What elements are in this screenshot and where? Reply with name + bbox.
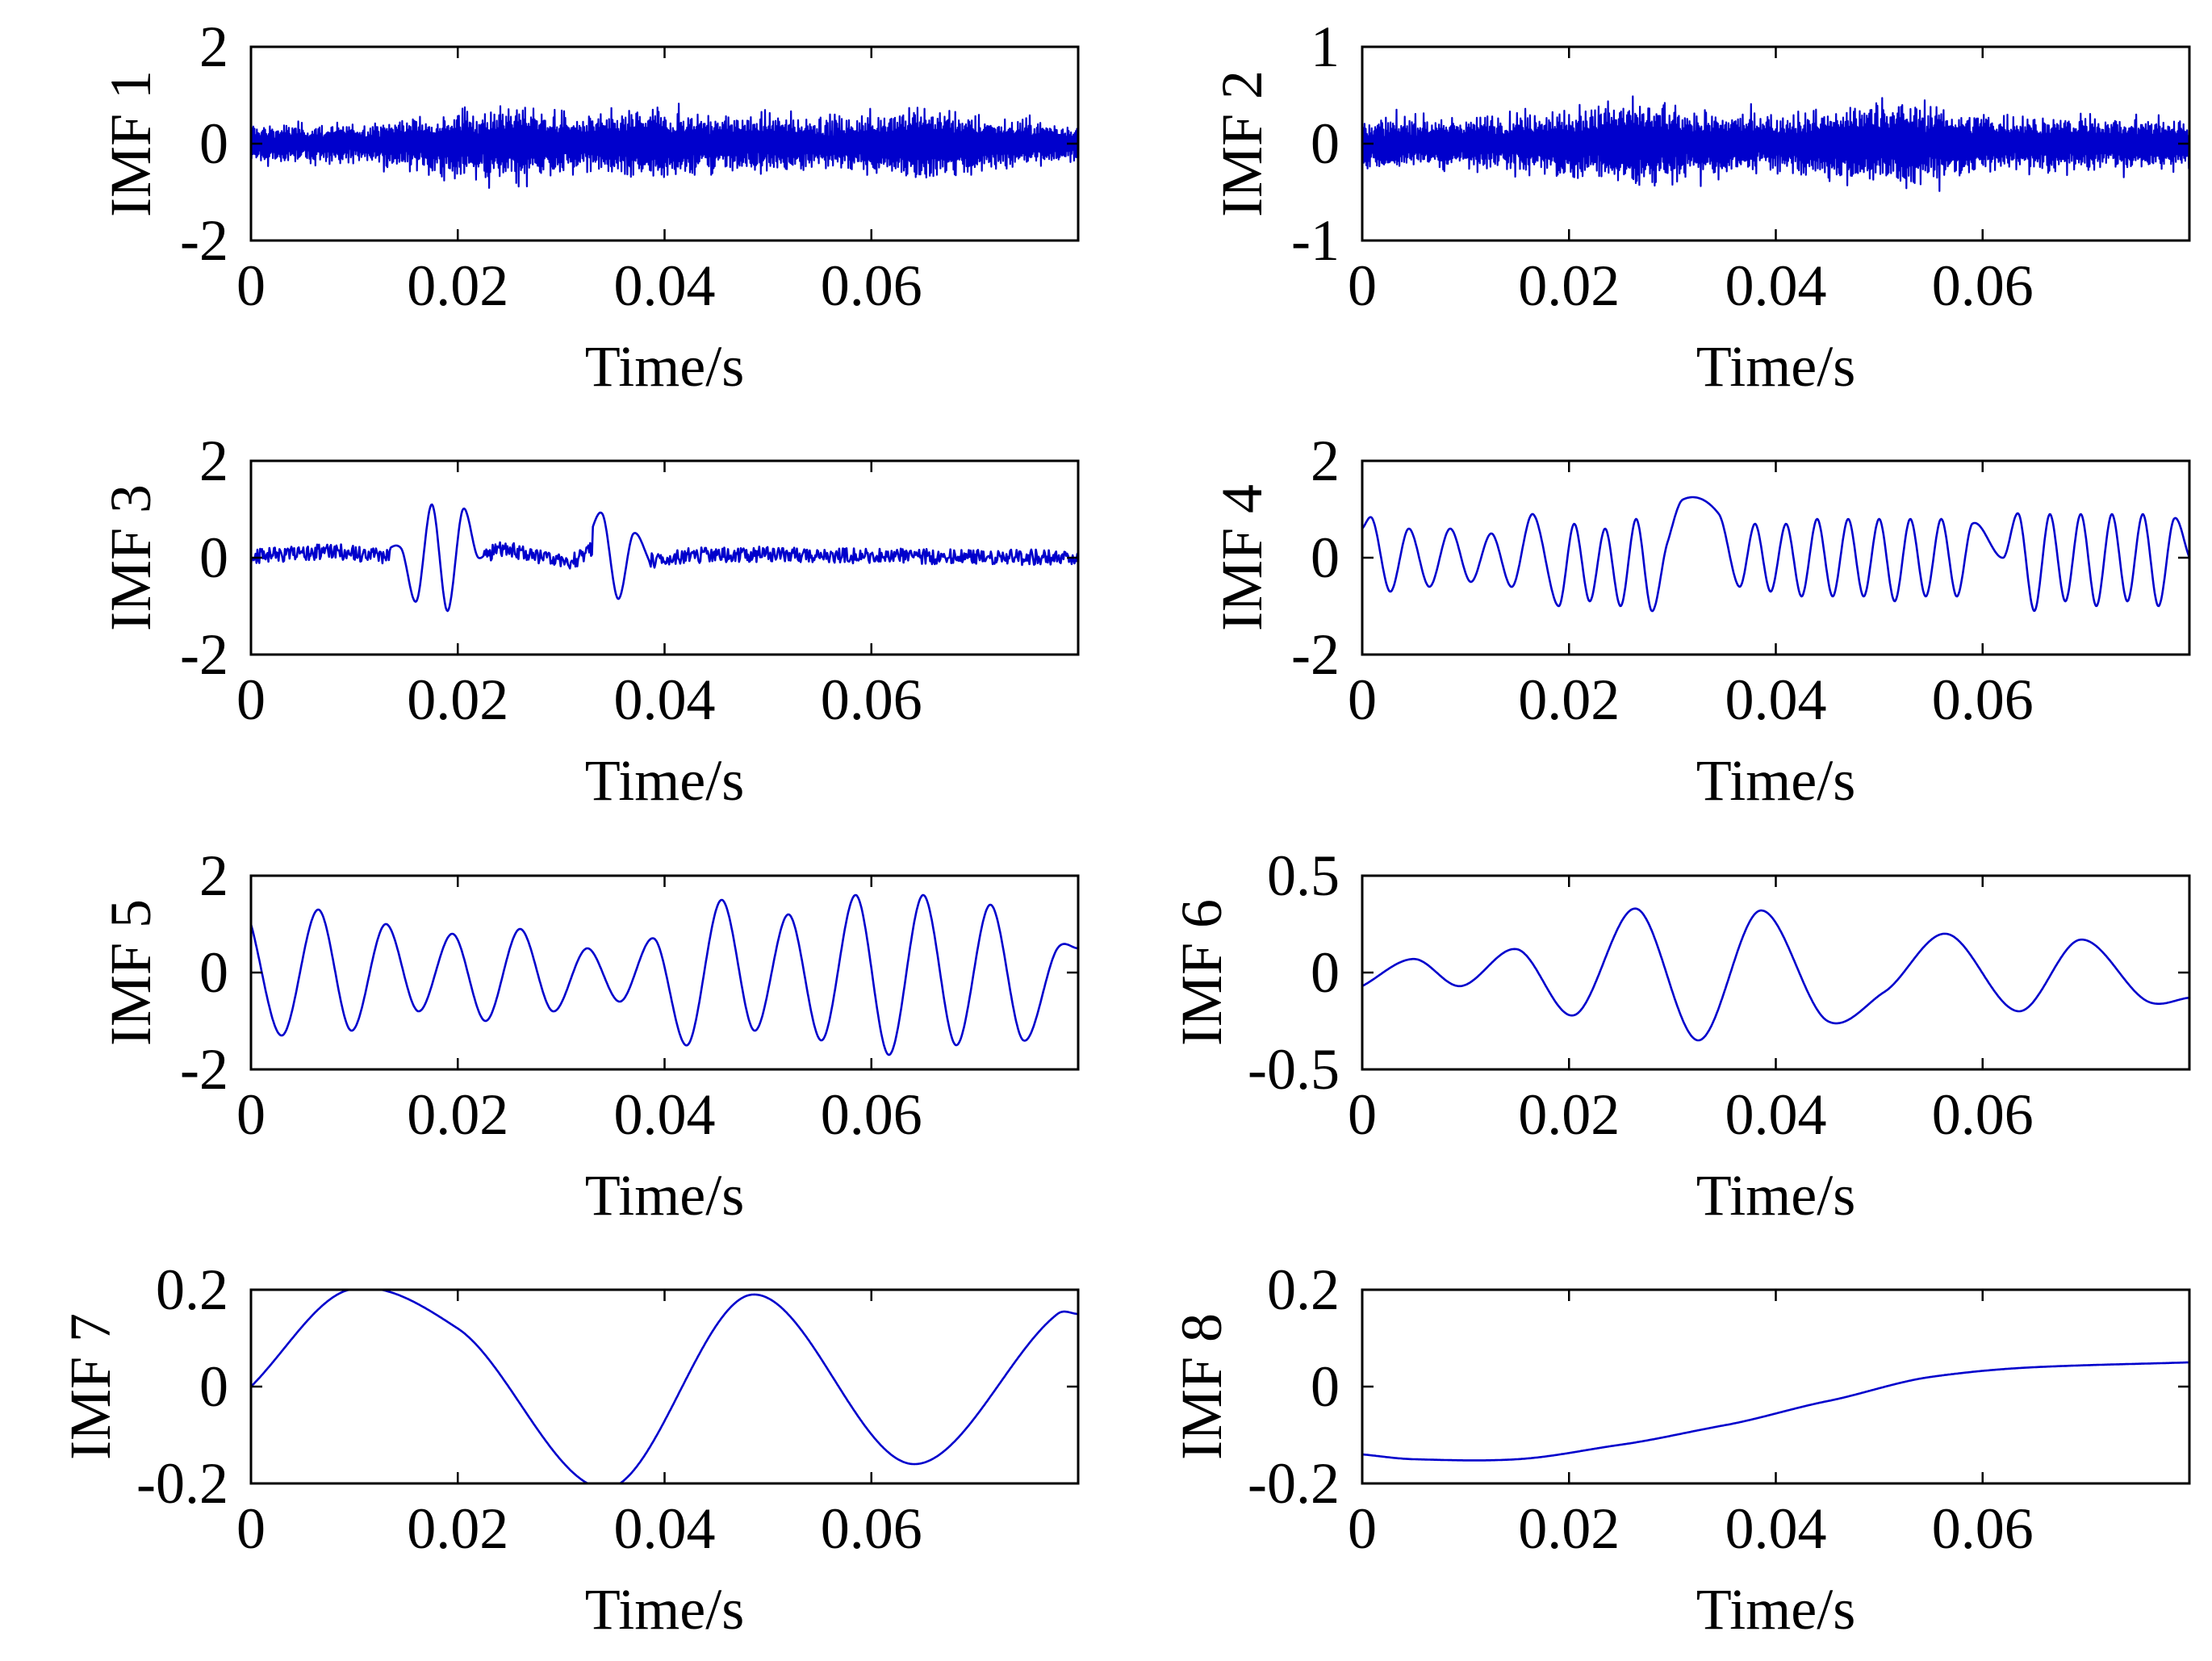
y-tick-label: -2	[1291, 622, 1340, 687]
x-tick-label: 0	[1348, 253, 1377, 318]
x-tick-label: 0.02	[1518, 253, 1620, 318]
y-tick-label: 1	[1311, 15, 1340, 79]
x-tick-label: 0.06	[1932, 253, 2034, 318]
x-axis-label: Time/s	[585, 748, 744, 813]
x-tick-label: 0.04	[614, 253, 716, 318]
x-tick-label: 0.04	[614, 1082, 716, 1147]
x-tick-label: 0.02	[1518, 667, 1620, 732]
y-tick-label: -0.2	[1248, 1451, 1340, 1516]
y-axis-label: IMF 8	[1169, 1313, 1234, 1460]
x-tick-label: 0	[236, 1082, 266, 1147]
imf-trace	[1362, 496, 2189, 613]
y-tick-label: 2	[199, 843, 228, 908]
y-tick-label: 2	[199, 15, 228, 79]
y-tick-label: 0	[1311, 1354, 1340, 1419]
y-axis-label: IMF 4	[1210, 484, 1274, 631]
y-tick-label: 2	[199, 429, 228, 493]
imf-trace	[1362, 95, 2189, 192]
x-tick-label: 0.04	[1725, 667, 1827, 732]
x-axis-label: Time/s	[585, 334, 744, 399]
imf-trace	[251, 893, 1078, 1056]
x-tick-label: 0.06	[821, 667, 922, 732]
x-tick-label: 0.02	[407, 253, 508, 318]
y-tick-label: -1	[1291, 208, 1340, 273]
x-tick-label: 0	[1348, 667, 1377, 732]
x-tick-label: 0.04	[614, 1496, 716, 1561]
x-tick-label: 0.02	[1518, 1082, 1620, 1147]
y-tick-label: -0.2	[136, 1451, 228, 1516]
x-tick-label: 0	[1348, 1082, 1377, 1147]
y-axis-label: IMF 2	[1210, 70, 1274, 217]
y-tick-label: 0.2	[1267, 1257, 1340, 1322]
x-tick-label: 0.04	[614, 667, 716, 732]
x-tick-label: 0	[236, 667, 266, 732]
x-tick-label: 0.02	[407, 1082, 508, 1147]
y-tick-label: -0.5	[1248, 1037, 1340, 1102]
x-tick-label: 0	[236, 253, 266, 318]
x-axis-label: Time/s	[1696, 1577, 1855, 1642]
x-tick-label: 0	[236, 1496, 266, 1561]
y-axis-label: IMF 6	[1169, 899, 1234, 1046]
x-tick-label: 0.06	[1932, 667, 2034, 732]
y-tick-label: 0	[199, 111, 228, 176]
x-tick-label: 0.02	[407, 667, 508, 732]
y-tick-label: 2	[1311, 429, 1340, 493]
x-axis-label: Time/s	[585, 1163, 744, 1228]
y-tick-label: 0	[199, 525, 228, 590]
y-axis-label: IMF 1	[98, 70, 163, 217]
x-tick-label: 0.04	[1725, 1496, 1827, 1561]
x-tick-label: 0	[1348, 1496, 1377, 1561]
x-tick-label: 0.02	[1518, 1496, 1620, 1561]
y-tick-label: 0	[1311, 940, 1340, 1005]
x-tick-label: 0.04	[1725, 253, 1827, 318]
x-tick-label: 0.06	[1932, 1082, 2034, 1147]
imf-trace	[1362, 1361, 2189, 1462]
y-tick-label: 0	[199, 1354, 228, 1419]
imf-trace	[251, 1290, 1078, 1483]
y-tick-label: -2	[180, 208, 228, 273]
y-tick-label: 0	[1311, 525, 1340, 590]
y-axis-label: IMF 7	[58, 1313, 123, 1460]
y-tick-label: 0	[199, 940, 228, 1005]
y-tick-label: 0.5	[1267, 843, 1340, 908]
x-tick-label: 0.04	[1725, 1082, 1827, 1147]
x-tick-label: 0.02	[407, 1496, 508, 1561]
imf-trace	[1362, 907, 2189, 1042]
x-axis-label: Time/s	[1696, 748, 1855, 813]
x-axis-label: Time/s	[1696, 334, 1855, 399]
x-tick-label: 0.06	[1932, 1496, 2034, 1561]
y-tick-label: 0	[1311, 111, 1340, 176]
x-axis-label: Time/s	[585, 1577, 744, 1642]
y-tick-label: 0.2	[156, 1257, 228, 1322]
y-tick-label: -2	[180, 1037, 228, 1102]
y-axis-label: IMF 5	[98, 899, 163, 1046]
x-tick-label: 0.06	[821, 253, 922, 318]
y-axis-label: IMF 3	[98, 484, 163, 631]
imf-trace	[251, 103, 1078, 189]
y-tick-label: -2	[180, 622, 228, 687]
imf-trace	[251, 503, 1078, 613]
x-axis-label: Time/s	[1696, 1163, 1855, 1228]
x-tick-label: 0.06	[821, 1082, 922, 1147]
x-tick-label: 0.06	[821, 1496, 922, 1561]
